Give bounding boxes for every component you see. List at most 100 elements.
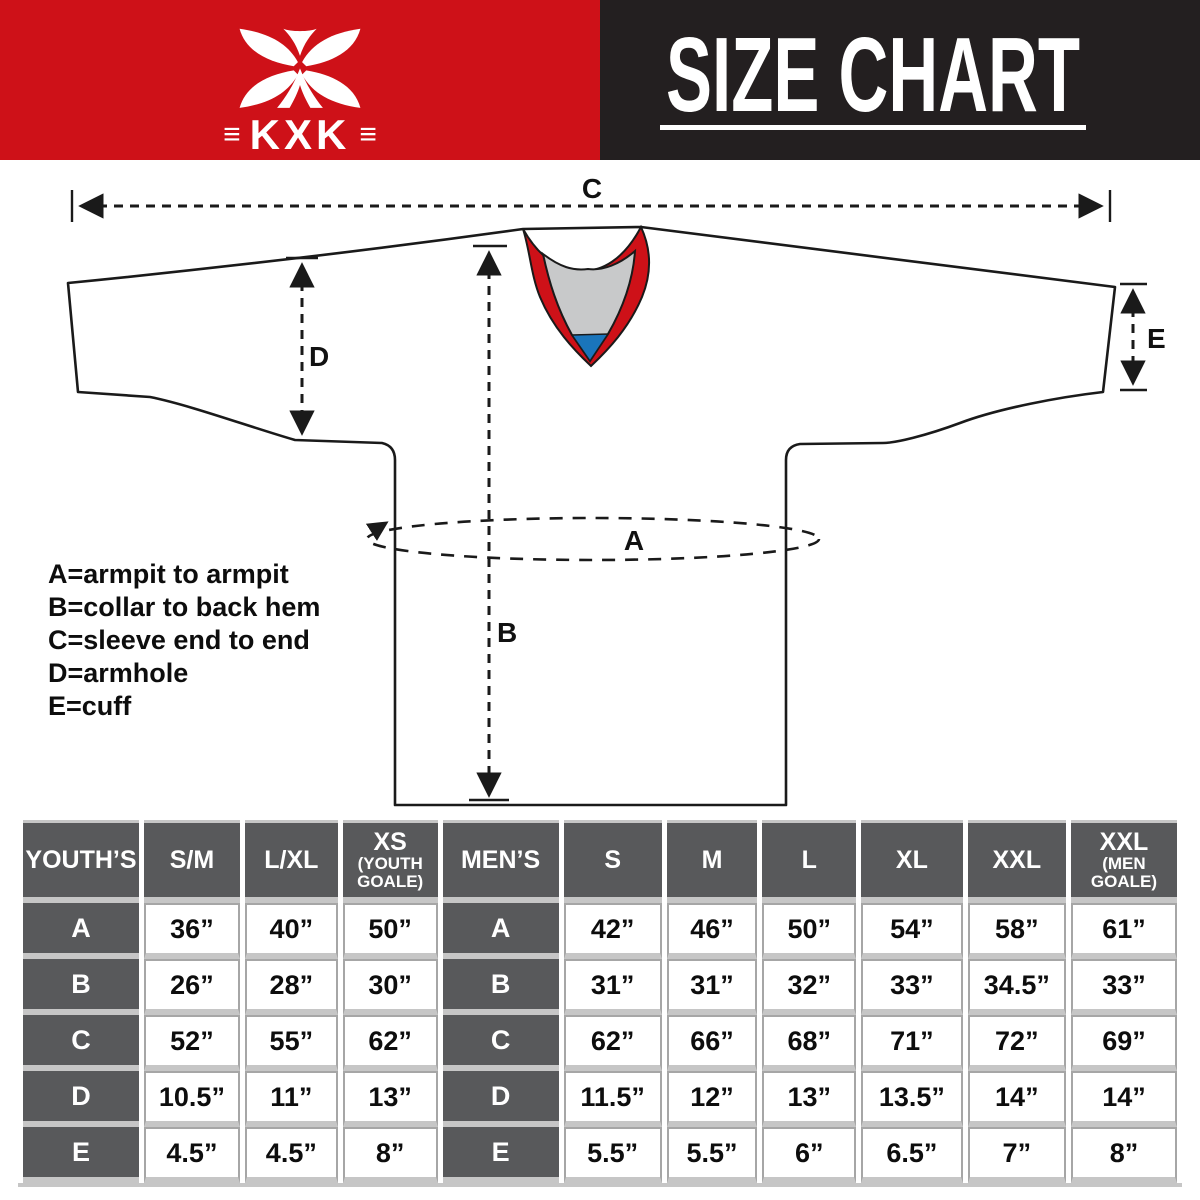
cell-men-m: 31” xyxy=(666,959,758,1015)
table-row-a: A 36” 40” 50” A 42” 46” 50” 54” 58” 61” xyxy=(23,903,1177,959)
col-header-l: L xyxy=(762,820,857,903)
cell-youth-lxl: 11” xyxy=(244,1071,338,1127)
row-label: D xyxy=(23,1071,139,1127)
cell-men-xl: 6.5” xyxy=(861,1127,963,1183)
cell-men-xxl: 34.5” xyxy=(967,959,1066,1015)
cell-youth-xs: 62” xyxy=(342,1015,438,1071)
cell-youth-sm: 26” xyxy=(143,959,240,1015)
cell-men-l: 6” xyxy=(762,1127,857,1183)
row-label: A xyxy=(23,903,139,959)
cell-men-xxlg: 14” xyxy=(1070,1071,1177,1127)
cell-men-xxlg: 33” xyxy=(1070,959,1177,1015)
cell-men-l: 13” xyxy=(762,1071,857,1127)
collar-gray-inner xyxy=(541,248,637,363)
col-label: XS xyxy=(373,828,407,856)
col-header-sm: S/M xyxy=(143,820,240,903)
brand-name: KXK xyxy=(249,111,351,158)
kxk-logo-wordmark: ≡ KXK ≡ xyxy=(216,111,384,158)
cell-men-xl: 54” xyxy=(861,903,963,959)
cell-youth-lxl: 40” xyxy=(244,903,338,959)
row-label-men: D xyxy=(442,1071,559,1127)
cell-youth-lxl: 4.5” xyxy=(244,1127,338,1183)
row-label-men: C xyxy=(442,1015,559,1071)
collar-blue-tip xyxy=(570,333,610,363)
cell-men-l: 32” xyxy=(762,959,857,1015)
col-header-xs-youth-goalie: XS (YOUTH GOALE) xyxy=(342,820,438,903)
e-measure-label: E xyxy=(1147,323,1166,354)
table-row-d: D 10.5” 11” 13” D 11.5” 12” 13” 13.5” 14… xyxy=(23,1071,1177,1127)
cell-youth-xs: 13” xyxy=(342,1071,438,1127)
logo-bars-right: ≡ xyxy=(359,118,377,151)
col-label: XXL xyxy=(1099,828,1149,856)
title-underline xyxy=(659,125,1086,130)
size-table: YOUTH’S S/M L/XL XS (YOUTH GOALE) MEN’S … xyxy=(18,820,1182,1183)
cell-men-xxl: 14” xyxy=(967,1071,1066,1127)
cell-men-s: 31” xyxy=(563,959,662,1015)
row-label: E xyxy=(23,1127,139,1183)
cell-youth-lxl: 28” xyxy=(244,959,338,1015)
b-measure-label: B xyxy=(497,617,517,648)
cell-men-m: 46” xyxy=(666,903,758,959)
cell-youth-xs: 30” xyxy=(342,959,438,1015)
brand-header-black-panel: SIZE CHART xyxy=(600,0,1200,160)
jersey-measurement-diagram: C D B E A A=armpit to armpit B=collar to… xyxy=(0,160,1200,820)
cell-men-m: 12” xyxy=(666,1071,758,1127)
legend-item-e: E=cuff xyxy=(48,691,132,721)
row-label: C xyxy=(23,1015,139,1071)
legend-item-b: B=collar to back hem xyxy=(48,592,321,622)
cell-men-xxl: 58” xyxy=(967,903,1066,959)
cell-men-s: 62” xyxy=(563,1015,662,1071)
page-title: SIZE CHART xyxy=(666,16,1080,134)
d-measure-label: D xyxy=(309,341,329,372)
jersey-drawing: C D B E A xyxy=(66,173,1166,807)
table-bottom-rule xyxy=(18,1183,1182,1187)
col-header-lxl: L/XL xyxy=(244,820,338,903)
cell-men-xl: 33” xyxy=(861,959,963,1015)
cell-youth-sm: 52” xyxy=(143,1015,240,1071)
logo-bars-left: ≡ xyxy=(223,118,241,151)
col-header-xxl: XXL xyxy=(967,820,1066,903)
col-header-mens: MEN’S xyxy=(442,820,559,903)
cell-men-xxlg: 69” xyxy=(1070,1015,1177,1071)
cell-men-xxlg: 61” xyxy=(1070,903,1177,959)
legend-item-c: C=sleeve end to end xyxy=(48,625,310,655)
col-header-s: S xyxy=(563,820,662,903)
table-row-b: B 26” 28” 30” B 31” 31” 32” 33” 34.5” 33… xyxy=(23,959,1177,1015)
cell-men-l: 68” xyxy=(762,1015,857,1071)
a-ellipse-arrowhead xyxy=(365,521,389,541)
size-chart-title: SIZE CHART xyxy=(659,16,1086,134)
brand-header: ≡ KXK ≡ SIZE CHART xyxy=(0,0,1200,160)
cell-men-xxl: 7” xyxy=(967,1127,1066,1183)
legend-item-a: A=armpit to armpit xyxy=(48,559,289,589)
row-label-men: E xyxy=(442,1127,559,1183)
size-table-section: YOUTH’S S/M L/XL XS (YOUTH GOALE) MEN’S … xyxy=(18,820,1182,1187)
cell-youth-lxl: 55” xyxy=(244,1015,338,1071)
brand-header-red-panel: ≡ KXK ≡ xyxy=(0,0,600,160)
a-measure-ellipse xyxy=(365,516,821,562)
row-label: B xyxy=(23,959,139,1015)
col-header-xxl-men-goalie: XXL (MEN GOALE) xyxy=(1070,820,1177,903)
cell-youth-sm: 4.5” xyxy=(143,1127,240,1183)
col-header-youths: YOUTH’S xyxy=(23,820,139,903)
cell-youth-sm: 10.5” xyxy=(143,1071,240,1127)
table-row-e: E 4.5” 4.5” 8” E 5.5” 5.5” 6” 6.5” 7” 8” xyxy=(23,1127,1177,1183)
row-label-men: B xyxy=(442,959,559,1015)
col-sublabel: (MEN GOALE) xyxy=(1090,854,1158,891)
c-measure-label: C xyxy=(582,173,602,204)
measurement-legend: A=armpit to armpit B=collar to back hem … xyxy=(48,558,320,723)
cell-men-s: 42” xyxy=(563,903,662,959)
table-row-c: C 52” 55” 62” C 62” 66” 68” 71” 72” 69” xyxy=(23,1015,1177,1071)
cell-youth-xs: 8” xyxy=(342,1127,438,1183)
row-label-men: A xyxy=(442,903,559,959)
cell-men-s: 11.5” xyxy=(563,1071,662,1127)
cell-men-l: 50” xyxy=(762,903,857,959)
kxk-logo-icon xyxy=(239,28,361,108)
col-header-m: M xyxy=(666,820,758,903)
cell-men-xl: 71” xyxy=(861,1015,963,1071)
col-header-xl: XL xyxy=(861,820,963,903)
cell-youth-xs: 50” xyxy=(342,903,438,959)
a-measure-label: A xyxy=(624,525,644,556)
cell-men-m: 66” xyxy=(666,1015,758,1071)
kxk-logo: ≡ KXK ≡ xyxy=(216,10,384,158)
